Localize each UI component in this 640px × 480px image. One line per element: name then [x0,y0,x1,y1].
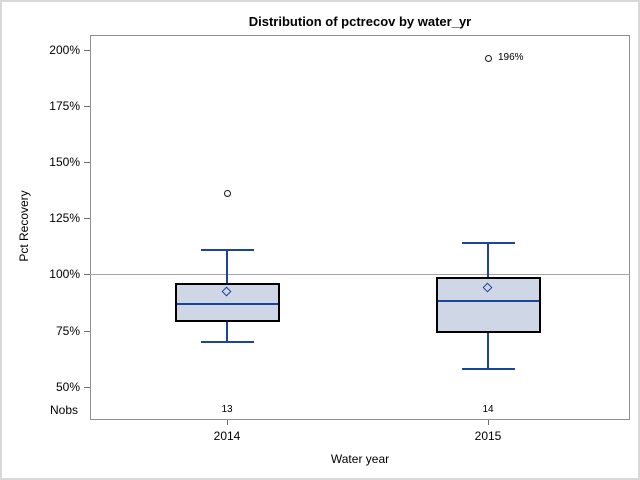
whisker-lower-cap [461,367,515,370]
whisker-lower-stem [226,321,228,342]
nobs-value: 14 [482,404,494,415]
y-tick-mark [84,162,90,163]
plot-area [90,35,630,420]
y-tick-mark [84,218,90,219]
y-tick-label: 75% [55,323,80,338]
y-tick-mark [84,274,90,275]
y-tick-mark [84,50,90,51]
iqr-box [435,276,541,333]
whisker-lower-stem [487,332,489,369]
y-tick-mark [84,106,90,107]
x-tick-label: 2015 [474,429,502,443]
x-tick-mark [227,420,228,425]
y-tick-label: 100% [49,267,80,282]
nobs-row-label: Nobs [49,403,78,417]
y-tick-mark [84,387,90,388]
y-tick-label: 200% [49,42,80,57]
x-axis-title: Water year [330,452,390,466]
whisker-upper-stem [487,242,489,277]
y-tick-label: 150% [49,154,80,169]
whisker-lower-cap [200,340,254,343]
x-tick-label: 2014 [213,429,241,443]
median-line [437,300,539,303]
y-tick-label: 175% [49,98,80,113]
chart-title: Distribution of pctrecov by water_yr [248,14,472,29]
median-line [176,302,278,305]
outlier-label: 196% [498,52,524,64]
reference-line [90,274,630,275]
whisker-upper-cap [461,241,515,244]
y-axis-title: Pct Recovery [17,190,31,262]
y-tick-label: 50% [55,379,80,394]
x-tick-mark [488,420,489,425]
iqr-box [174,283,280,322]
whisker-upper-cap [200,248,254,251]
outlier-point [223,189,231,197]
nobs-value: 13 [221,404,233,415]
y-tick-label: 125% [49,211,80,226]
whisker-upper-stem [226,249,228,284]
outlier-point [484,54,492,62]
y-tick-mark [84,331,90,332]
